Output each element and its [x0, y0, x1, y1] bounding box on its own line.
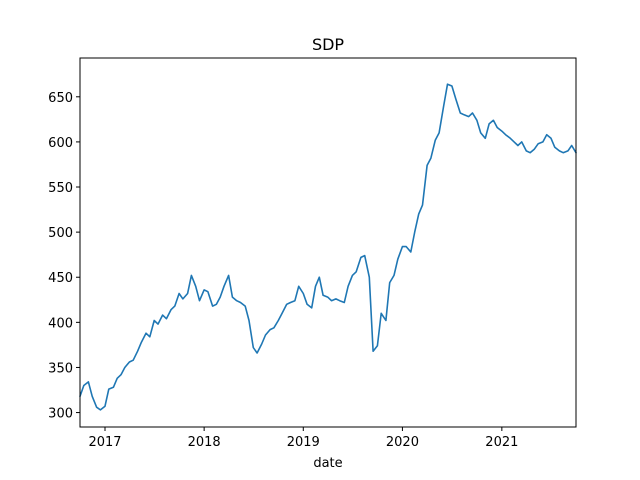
x-tick-label: 2017	[88, 435, 121, 450]
x-axis-label: date	[313, 456, 342, 471]
y-tick-label: 500	[48, 226, 73, 241]
x-axis: 2017 2018 2019 2020 2021	[88, 427, 518, 450]
x-tick-label: 2021	[485, 435, 518, 450]
y-tick-label: 600	[48, 136, 73, 151]
y-tick-label: 400	[48, 316, 73, 331]
y-tick-label: 350	[48, 361, 73, 376]
y-tick-label: 550	[48, 181, 73, 196]
y-tick-label: 300	[48, 407, 73, 422]
chart-title: SDP	[312, 35, 344, 54]
x-tick-label: 2018	[188, 435, 221, 450]
y-axis: 300 350 400 450 500 550 600 650	[48, 91, 80, 422]
x-tick-label: 2019	[287, 435, 320, 450]
series-line	[79, 83, 577, 411]
y-tick-label: 450	[48, 271, 73, 286]
axes-frame	[79, 57, 577, 428]
x-tick-label: 2020	[386, 435, 419, 450]
plot-area	[79, 57, 577, 428]
y-tick-label: 650	[48, 91, 73, 106]
